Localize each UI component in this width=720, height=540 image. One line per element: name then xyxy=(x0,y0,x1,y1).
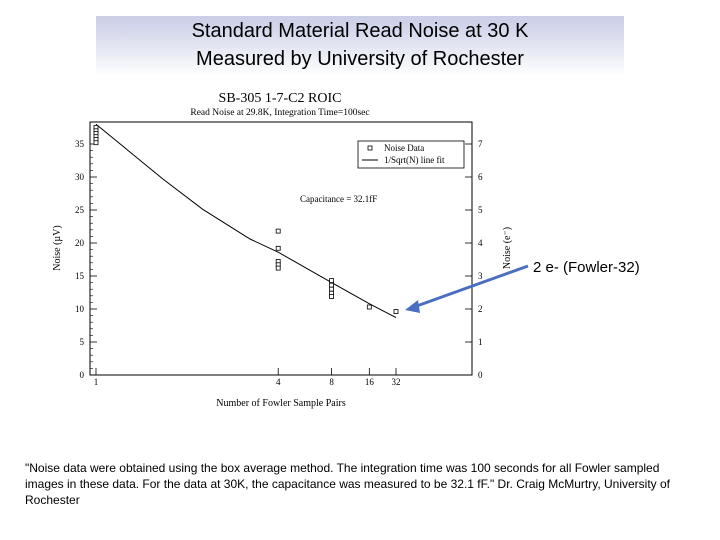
legend-box xyxy=(357,140,465,169)
data-point xyxy=(93,140,99,146)
y-axis-right-label: Noise (e⁻) xyxy=(502,227,513,269)
y-tick-label-left: 10 xyxy=(75,304,85,314)
y-tick-label-left: 15 xyxy=(75,271,85,281)
y-tick-label-left: 30 xyxy=(75,172,85,182)
y-tick-label-left: 35 xyxy=(75,139,85,149)
legend-marker-square xyxy=(367,145,373,151)
legend: Noise Data 1/Sqrt(N) line fit xyxy=(357,140,465,169)
y-tick-label-right: 5 xyxy=(478,205,483,215)
capacitance-annotation: Capacitance = 32.1fF xyxy=(300,194,377,204)
x-tick-label: 1 xyxy=(94,377,99,387)
y-axis-label: Noise (µV) xyxy=(52,225,63,270)
data-point xyxy=(275,228,281,234)
chart-subtitle: Read Noise at 29.8K, Integration Time=10… xyxy=(190,108,369,118)
y-tick-label-right: 6 xyxy=(478,172,483,182)
x-axis-label: Number of Fowler Sample Pairs xyxy=(216,398,346,409)
data-point xyxy=(329,294,335,299)
slide-title-line-2: Measured by University of Rochester xyxy=(196,48,524,70)
legend-label-noise-data: Noise Data xyxy=(384,143,424,153)
chart-title: SB-305 1-7-C2 ROIC xyxy=(219,91,342,106)
y-tick-label-right: 1 xyxy=(478,337,483,347)
data-points-layer xyxy=(93,125,399,315)
y-axis-right: 0 1 2 3 4 5 6 7 xyxy=(465,139,483,380)
data-point xyxy=(366,304,372,310)
data-point xyxy=(275,245,281,251)
y-tick-label-left: 20 xyxy=(75,238,85,248)
callout-arrow-head xyxy=(405,300,420,313)
data-point xyxy=(329,282,335,288)
callout-label: 2 e- (Fowler-32) xyxy=(533,259,640,276)
y-axis-left: 0 5 10 15 20 25 30 35 xyxy=(75,139,97,380)
y-tick-label-right: 3 xyxy=(478,271,483,281)
slide-title-line-1: Standard Material Read Noise at 30 K xyxy=(191,20,529,42)
fit-line-layer xyxy=(95,123,397,319)
title-band xyxy=(96,16,624,76)
y-tick-label-right: 0 xyxy=(478,370,483,380)
data-point xyxy=(329,278,335,284)
y-tick-label-right: 2 xyxy=(478,304,483,314)
y-tick-label-left: 25 xyxy=(75,205,85,215)
y-tick-label-left: 0 xyxy=(80,370,85,380)
y-tick-label-left: 5 xyxy=(80,337,85,347)
x-tick-label: 16 xyxy=(365,377,375,387)
data-point xyxy=(329,286,335,292)
x-tick-label: 4 xyxy=(276,377,281,387)
data-point xyxy=(275,265,281,271)
legend-label-fit: 1/Sqrt(N) line fit xyxy=(384,155,445,165)
plot-frame xyxy=(89,121,473,376)
x-tick-label: 8 xyxy=(329,377,334,387)
callout-arrow-shaft xyxy=(413,264,529,309)
y-tick-label-right: 4 xyxy=(478,238,483,248)
y-tick-label-right: 7 xyxy=(478,139,483,149)
data-point xyxy=(393,309,399,315)
x-tick-label: 32 xyxy=(392,377,401,387)
x-axis: 1 4 8 16 32 xyxy=(94,368,401,387)
caption-text: "Noise data were obtained using the box … xyxy=(25,461,671,507)
fit-line xyxy=(95,123,397,319)
